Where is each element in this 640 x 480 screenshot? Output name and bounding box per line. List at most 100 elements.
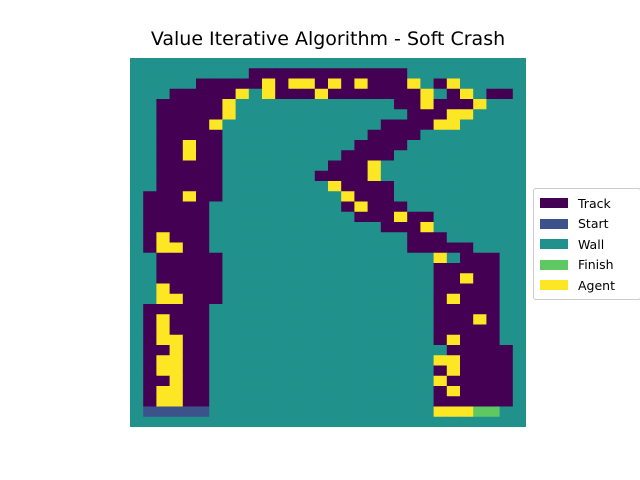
cell-wall [433,201,448,213]
cell-wall [433,68,448,80]
cell-wall [512,170,526,182]
cell-wall [499,324,514,336]
cell-track [209,160,223,172]
cell-wall [380,396,395,408]
cell-wall [248,160,263,172]
cell-track [196,88,210,100]
cell-wall [354,273,369,285]
cell-wall [314,365,329,377]
cell-wall [209,416,223,427]
cell-wall [407,324,421,336]
cell-track [182,222,197,233]
cell-wall [407,273,421,285]
cell-wall [407,304,421,315]
cell-track [143,386,157,397]
cell-track [143,375,157,387]
cell-wall [446,232,461,244]
cell-wall [328,396,342,408]
cell-track [367,211,382,223]
cell-track [182,324,197,336]
cell-track [446,273,461,285]
cell-wall [288,365,303,377]
cell-wall [275,252,289,264]
cell-wall [301,283,316,295]
cell-track [156,211,171,223]
cell-track [143,211,157,223]
cell-track [222,88,237,100]
cell-wall [262,181,276,192]
cell-wall [248,365,263,377]
cell-wall [328,273,342,285]
cell-wall [288,109,303,121]
cell-agent [354,78,369,90]
cell-track [380,150,395,162]
cell-wall [275,304,289,315]
cell-wall [275,416,289,427]
cell-track [446,88,461,100]
cell-wall [420,345,435,356]
cell-wall [130,150,144,162]
cell-wall [248,201,263,213]
cell-wall [420,375,435,387]
cell-wall [328,222,342,233]
cell-wall [143,88,157,100]
cell-wall [143,293,157,305]
cell-wall [512,160,526,172]
cell-track [499,386,514,397]
cell-wall [341,242,355,254]
cell-wall [275,140,289,151]
cell-wall [394,314,408,326]
cell-wall [367,416,382,427]
cell-wall [222,293,237,305]
cell-wall [222,150,237,162]
cell-wall [235,201,250,213]
cell-wall [394,150,408,162]
cell-track [486,355,501,367]
cell-track [209,191,223,203]
cell-track [354,68,369,80]
cell-wall [512,365,526,377]
cell-wall [394,355,408,367]
cell-wall [130,160,144,172]
cell-track [433,304,448,315]
cell-wall [407,365,421,377]
cell-track [156,222,171,233]
cell-track [354,211,369,223]
cell-agent [156,386,171,397]
cell-track [156,160,171,172]
cell-wall [328,232,342,244]
cell-wall [275,119,289,131]
cell-wall [262,375,276,387]
cell-wall [420,181,435,192]
cell-wall [354,314,369,326]
cell-wall [275,375,289,387]
cell-track [460,283,474,295]
cell-wall [407,314,421,326]
cell-wall [433,211,448,223]
cell-wall [380,58,395,69]
cell-wall [262,263,276,274]
cell-wall [314,211,329,223]
cell-wall [341,263,355,274]
cell-wall [407,345,421,356]
cell-wall [512,386,526,397]
cell-track [407,129,421,141]
cell-wall [512,396,526,408]
cell-track [182,99,197,110]
cell-wall [486,201,501,213]
cell-wall [235,232,250,244]
cell-agent [433,355,448,367]
cell-track [156,345,171,356]
cell-track [196,109,210,121]
cell-track [288,88,303,100]
cell-wall [275,222,289,233]
cell-agent [433,406,448,418]
cell-wall [460,222,474,233]
cell-wall [380,386,395,397]
cell-wall [380,293,395,305]
cell-wall [499,211,514,223]
legend-swatch [540,218,568,229]
cell-agent [460,273,474,285]
cell-wall [341,406,355,418]
cell-wall [446,150,461,162]
